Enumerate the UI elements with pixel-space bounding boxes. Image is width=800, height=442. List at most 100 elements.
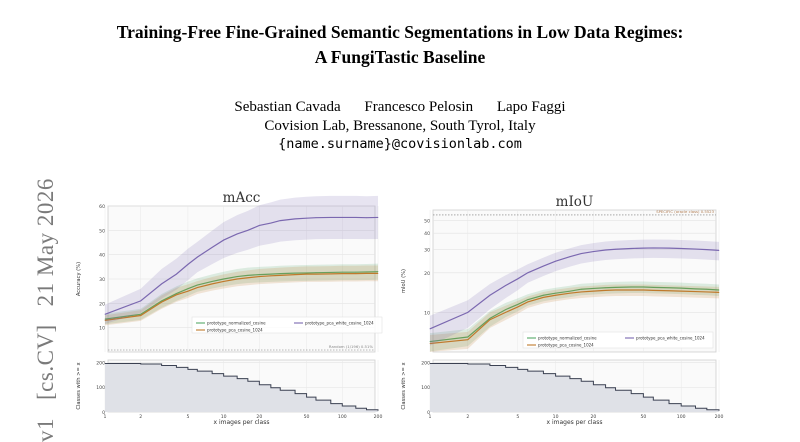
data-point (527, 299, 529, 301)
x-tick-label: 20 (256, 414, 262, 420)
data-point (279, 273, 281, 275)
data-point (630, 248, 632, 249)
data-point (211, 281, 213, 282)
x-tick-label: 200 (374, 414, 383, 420)
data-point (294, 218, 296, 220)
y-tick-label: 60 (99, 204, 105, 210)
data-point (279, 274, 281, 276)
data-point (467, 336, 469, 338)
data-point (236, 278, 238, 280)
data-point (615, 289, 616, 291)
data-point (668, 290, 670, 292)
data-point (196, 284, 198, 286)
data-point (366, 273, 367, 274)
data-point (652, 247, 654, 249)
legend-label-2: prototype_pca_cosine_1024 (207, 328, 263, 333)
data-point (258, 274, 260, 276)
data-point (196, 287, 198, 288)
data-point (306, 272, 307, 274)
data-point (668, 247, 670, 249)
y-tick-label: 200 (96, 360, 105, 366)
y-tick-label: 100 (96, 385, 105, 391)
data-point (270, 222, 272, 224)
data-point (104, 313, 106, 315)
y-axis-label: Accuracy (%) (76, 262, 82, 296)
legend-label-2: prototype_pca_cosine_1024 (538, 343, 594, 348)
data-point (330, 272, 332, 273)
data-point (236, 233, 238, 235)
data-point (294, 272, 296, 274)
y-tick-label: 200 (421, 360, 430, 366)
data-point (315, 273, 317, 275)
x-tick-label: 50 (640, 414, 646, 420)
data-point (489, 294, 491, 296)
count-area (105, 363, 378, 412)
data-point (315, 272, 317, 274)
data-point (695, 248, 696, 250)
data-point (306, 273, 307, 275)
data-point (341, 217, 343, 218)
data-point (680, 248, 682, 249)
data-point (330, 217, 332, 218)
legend-label-3: prototype_pca_white_cosine_1024 (305, 321, 374, 326)
data-point (605, 289, 606, 291)
data-point (211, 246, 213, 248)
data-point (555, 260, 556, 262)
y-tick-label: 50 (99, 228, 105, 234)
y-tick-label: 0 (102, 410, 105, 416)
title-line-2: A FungiTastic Baseline (314, 47, 486, 67)
data-point (355, 271, 357, 273)
reference-line-label: Random (1/196) 0.51% (329, 344, 373, 349)
data-point (306, 217, 307, 219)
data-point (605, 287, 606, 289)
author-1: Sebastian Cavada (234, 99, 341, 115)
data-point (270, 275, 272, 277)
data-point (366, 271, 367, 273)
data-point (615, 286, 616, 288)
legend-label-3: prototype_pca_white_cosine_1024 (636, 336, 705, 341)
chart-panel-4: 0 100 200 1 2 5 10 20 50 100 200 Classes with >= x x… (401, 359, 723, 426)
data-point (355, 273, 357, 275)
legend-label-1: prototype_normalized_cosine (207, 321, 266, 326)
author-3: Lapo Faggi (496, 99, 566, 115)
data-point (630, 289, 632, 291)
data-point (489, 319, 491, 321)
data-point (505, 285, 507, 286)
data-point (605, 249, 606, 251)
x-tick-label: 1 (429, 414, 432, 420)
y-axis-label: Classes with >= x (76, 362, 82, 409)
data-point (706, 291, 708, 293)
data-point (680, 290, 682, 292)
data-point (258, 276, 260, 277)
series-band-1 (105, 263, 378, 325)
chart-title: mIoU (556, 194, 594, 210)
data-point (527, 301, 529, 303)
data-point (580, 291, 582, 293)
data-point (341, 271, 343, 273)
data-point (104, 319, 106, 321)
y-tick-label: 0 (427, 410, 430, 416)
data-point (680, 287, 682, 289)
x-tick-label: 5 (516, 414, 519, 420)
data-point (543, 296, 544, 298)
data-point (176, 294, 177, 296)
y-tick-label: 20 (99, 301, 105, 307)
count-line (105, 362, 379, 411)
y-tick-label: 40 (424, 231, 430, 237)
x-tick-label: 100 (338, 414, 347, 420)
data-point (187, 288, 189, 290)
chart-title: mAcc (223, 190, 261, 206)
data-point (527, 272, 529, 274)
data-point (161, 283, 163, 285)
data-point (555, 292, 556, 294)
data-point (429, 341, 431, 342)
data-point (176, 293, 177, 294)
x-tick-label: 5 (186, 414, 189, 420)
data-point (706, 288, 708, 290)
data-point (223, 278, 225, 280)
y-tick-label: 10 (99, 326, 105, 332)
data-point (223, 281, 225, 282)
data-point (695, 291, 696, 292)
data-point (555, 294, 556, 296)
y-tick-label: 10 (424, 310, 430, 316)
